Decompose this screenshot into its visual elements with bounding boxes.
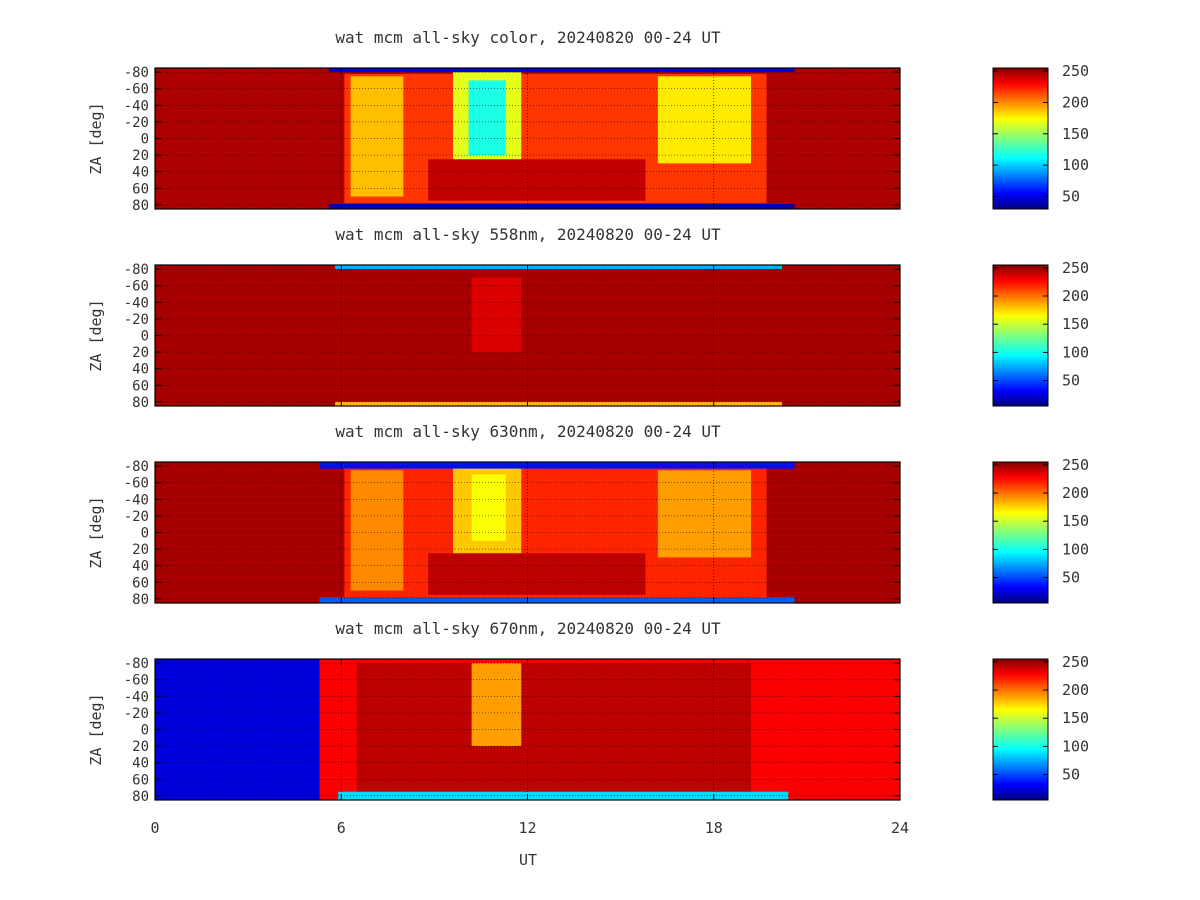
y-tick-label: -80	[124, 262, 149, 278]
panel-title: wat mcm all-sky 670nm, 20240820 00-24 UT	[335, 619, 721, 638]
y-tick-label: -80	[124, 65, 149, 81]
colorbar	[992, 67, 1049, 210]
y-tick-label: -60	[124, 279, 149, 295]
colorbar-tick-label: 50	[1062, 569, 1080, 587]
y-tick-label: -40	[124, 689, 149, 705]
colorbar-tick-label: 50	[1062, 766, 1080, 784]
y-tick-label: 40	[132, 165, 149, 181]
y-tick-label: 80	[132, 592, 149, 608]
x-axis-title: UT	[519, 851, 537, 869]
colorbar	[992, 461, 1049, 604]
y-tick-label: 20	[132, 345, 149, 361]
y-tick-label: 80	[132, 789, 149, 805]
colorbar-tick-label: 150	[1062, 512, 1089, 530]
y-tick-label: -20	[124, 312, 149, 328]
panel-color: wat mcm all-sky color, 20240820 00-24 UT…	[87, 28, 1089, 214]
heatmap-region	[319, 597, 795, 603]
x-tick-label: 0	[150, 819, 159, 837]
y-tick-label: -20	[124, 706, 149, 722]
colorbar-tick-label: 150	[1062, 125, 1089, 143]
y-tick-label: -60	[124, 82, 149, 98]
heatmap-region	[335, 401, 783, 406]
y-axis-title: ZA [deg]	[87, 496, 105, 568]
colorbar-tick-label: 250	[1062, 653, 1089, 671]
colorbar-tick-label: 50	[1062, 372, 1080, 390]
y-tick-label: -40	[124, 295, 149, 311]
y-tick-label: 20	[132, 542, 149, 558]
y-tick-label: -60	[124, 673, 149, 689]
y-tick-label: 0	[141, 132, 149, 148]
y-tick-label: 60	[132, 575, 149, 591]
colorbar	[992, 658, 1049, 801]
y-tick-label: -80	[124, 459, 149, 475]
colorbar-tick-label: 200	[1062, 93, 1089, 111]
y-tick-label: 0	[141, 329, 149, 345]
x-tick-label: 6	[337, 819, 346, 837]
heatmap-region	[356, 663, 751, 795]
heatmap-region	[471, 663, 522, 747]
heatmap-region	[335, 265, 783, 270]
colorbar-tick-label: 100	[1062, 737, 1089, 755]
colorbar-tick-label: 150	[1062, 315, 1089, 333]
y-tick-label: 60	[132, 772, 149, 788]
colorbar-tick-label: 250	[1062, 456, 1089, 474]
y-tick-label: 0	[141, 723, 149, 739]
heatmap-region	[657, 76, 751, 164]
colorbar	[992, 264, 1049, 407]
heatmap-region	[350, 470, 404, 591]
y-tick-label: -20	[124, 115, 149, 131]
colorbar-tick-label: 200	[1062, 287, 1089, 305]
y-tick-label: -60	[124, 476, 149, 492]
panel-670nm: wat mcm all-sky 670nm, 20240820 00-24 UT…	[87, 619, 1089, 805]
y-tick-label: 40	[132, 756, 149, 772]
y-axis-title: ZA [deg]	[87, 299, 105, 371]
y-tick-label: 60	[132, 378, 149, 394]
panel-558nm: wat mcm all-sky 558nm, 20240820 00-24 UT…	[87, 225, 1089, 411]
heatmap-region	[319, 462, 795, 469]
panel-title: wat mcm all-sky 630nm, 20240820 00-24 UT	[335, 422, 721, 441]
heatmap-region	[471, 474, 506, 541]
y-axis-title: ZA [deg]	[87, 102, 105, 174]
panel-title: wat mcm all-sky color, 20240820 00-24 UT	[335, 28, 721, 47]
heatmap-region	[471, 277, 522, 353]
y-tick-label: -40	[124, 492, 149, 508]
y-tick-label: 0	[141, 526, 149, 542]
colorbar-tick-label: 250	[1062, 62, 1089, 80]
y-tick-label: 20	[132, 148, 149, 164]
heatmap-region	[428, 159, 646, 201]
heatmap-region	[328, 68, 795, 73]
y-tick-label: 40	[132, 362, 149, 378]
heatmap-region	[328, 204, 795, 209]
colorbar-tick-label: 200	[1062, 681, 1089, 699]
y-tick-label: 20	[132, 739, 149, 755]
heatmap-region	[428, 553, 646, 595]
x-tick-label: 18	[705, 819, 723, 837]
heatmap-region	[657, 470, 751, 558]
y-axis-title: ZA [deg]	[87, 693, 105, 765]
x-axis-tick-labels: 0 6 12 18 24	[150, 819, 909, 837]
panel-630nm: wat mcm all-sky 630nm, 20240820 00-24 UT…	[87, 422, 1089, 608]
heatmap-region	[468, 80, 506, 156]
y-tick-label: 40	[132, 559, 149, 575]
y-tick-label: -80	[124, 656, 149, 672]
y-tick-label: 80	[132, 198, 149, 214]
colorbar-tick-label: 100	[1062, 540, 1089, 558]
colorbar-tick-label: 100	[1062, 156, 1089, 174]
colorbar-tick-label: 150	[1062, 709, 1089, 727]
y-tick-label: -20	[124, 509, 149, 525]
colorbar-tick-label: 100	[1062, 343, 1089, 361]
heatmap-region	[350, 76, 404, 197]
colorbar-tick-label: 200	[1062, 484, 1089, 502]
colorbar-tick-label: 250	[1062, 259, 1089, 277]
y-tick-label: 80	[132, 395, 149, 411]
x-tick-label: 12	[518, 819, 536, 837]
y-tick-label: -40	[124, 98, 149, 114]
x-tick-label: 24	[891, 819, 909, 837]
y-tick-label: 60	[132, 181, 149, 197]
panel-title: wat mcm all-sky 558nm, 20240820 00-24 UT	[335, 225, 721, 244]
colorbar-tick-label: 50	[1062, 187, 1080, 205]
